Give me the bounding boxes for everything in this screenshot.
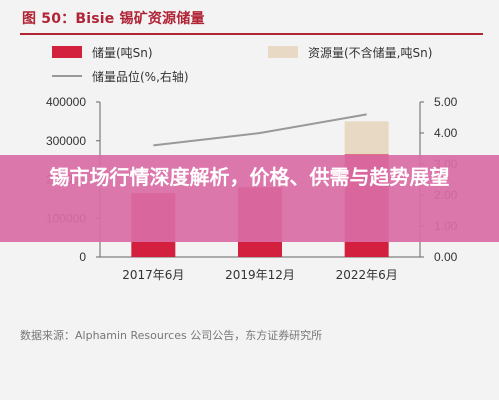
headline-banner [0,155,499,242]
legend-label: 储量品位(%,右轴) [92,69,189,84]
x-tick-label: 2022年6月 [336,268,398,282]
x-tick-label: 2017年6月 [122,268,184,282]
right-tick-label: 4.00 [434,126,458,140]
legend-label: 储量(吨Sn) [92,45,153,60]
grade-line [153,113,367,147]
legend-label: 资源量(不含储量,吨Sn) [308,45,432,60]
legend-swatch [52,46,82,58]
legend-swatch [268,46,298,58]
right-tick-label: 0.00 [434,250,458,264]
chart-title: 图 50：Bisie 锡矿资源储量 [22,11,205,27]
left-tick-label: 300000 [46,134,86,148]
data-source-note: 数据来源：Alphamin Resources 公司公告，东方证券研究所 [20,329,323,342]
title-divider [20,33,483,35]
headline-text: 锡市场行情深度解析，价格、供需与趋势展望 [49,165,450,189]
x-tick-label: 2019年12月 [225,268,295,282]
bar-resources [344,121,389,155]
left-tick-label: 0 [79,250,86,264]
right-tick-label: 5.00 [434,95,458,109]
left-tick-label: 400000 [46,95,86,109]
